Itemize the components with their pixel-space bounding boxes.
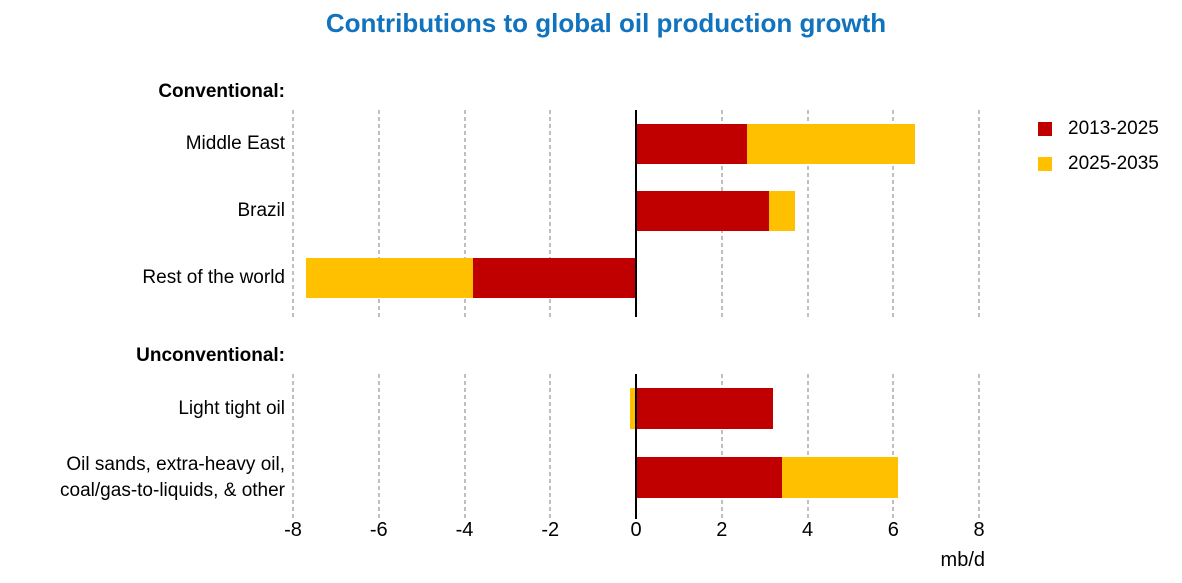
x-tick-label: 2 — [716, 519, 728, 541]
gridline — [720, 374, 723, 519]
x-tick-label: -6 — [369, 519, 388, 541]
x-tick-label: 4 — [801, 519, 814, 541]
zero-axis-line — [635, 110, 637, 317]
legend-label: 2013-2025 — [1068, 117, 1159, 139]
gridline — [806, 374, 809, 519]
legend: 2013-2025 2025-2035 — [1038, 118, 1159, 188]
x-tick-label: 8 — [973, 519, 985, 541]
gridline — [892, 110, 895, 317]
gridline — [463, 374, 466, 519]
bar-segment — [473, 257, 636, 298]
x-tick-label: -8 — [284, 519, 302, 541]
gridline — [806, 110, 809, 317]
bar-segment — [629, 388, 636, 429]
legend-swatch — [1038, 156, 1052, 171]
gridline — [978, 110, 980, 317]
gridline — [978, 374, 980, 519]
legend-swatch — [1038, 121, 1052, 136]
category-label: Oil sands, extra-heavy oil, coal/gas-to-… — [60, 453, 285, 501]
gridline — [377, 374, 380, 519]
bar-segment — [636, 190, 769, 231]
category-label: Light tight oil — [178, 397, 285, 419]
category-label: Middle East — [185, 132, 285, 154]
x-tick-label: 6 — [887, 519, 899, 541]
gridline — [292, 110, 294, 317]
zero-axis-line — [635, 374, 637, 519]
legend-item: 2025-2035 — [1038, 153, 1159, 174]
chart-title: Contributions to global oil production g… — [325, 8, 887, 38]
bar-segment — [305, 257, 474, 298]
group-header: Unconventional: — [136, 345, 285, 366]
gridline — [377, 110, 380, 317]
gridline — [892, 374, 895, 519]
bar-segment — [636, 123, 748, 164]
gridline — [463, 110, 466, 317]
bar-segment — [781, 457, 898, 498]
legend-item: 2013-2025 — [1038, 118, 1159, 139]
group-header: Conventional: — [158, 81, 285, 102]
x-tick-label: -2 — [541, 519, 560, 541]
category-label: Rest of the world — [142, 266, 285, 288]
x-tick-label: 0 — [630, 519, 642, 541]
category-label: Brazil — [237, 199, 285, 221]
gridline — [549, 374, 552, 519]
x-axis-unit-label: mb/d — [940, 549, 985, 571]
gridline — [549, 110, 552, 317]
bar-segment — [768, 190, 795, 231]
bar-segment — [636, 457, 782, 498]
x-tick-label: -4 — [455, 519, 474, 541]
legend-label: 2025-2035 — [1068, 152, 1159, 174]
bar-segment — [747, 123, 915, 164]
bar-segment — [636, 388, 774, 429]
gridline — [292, 374, 294, 519]
